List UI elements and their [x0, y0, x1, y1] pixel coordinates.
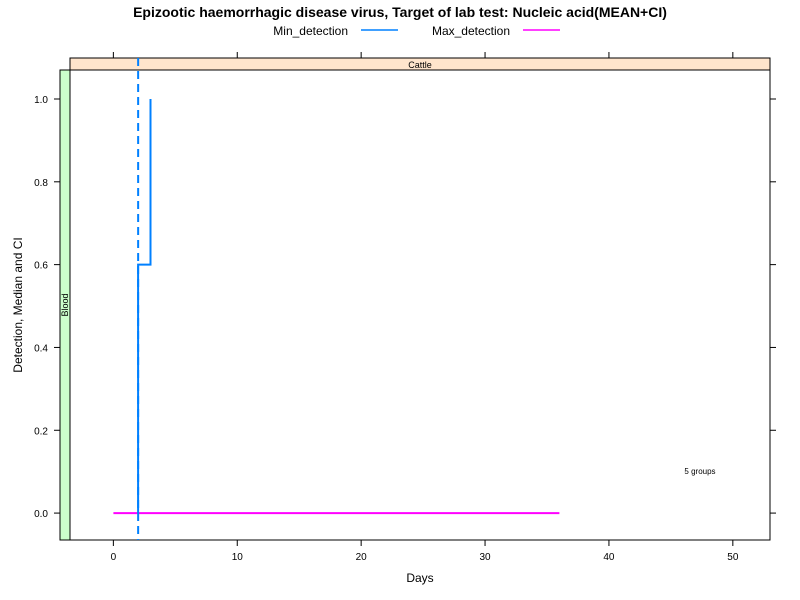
strip-top-label: Cattle	[408, 60, 432, 70]
y-tick-label: 0.4	[34, 343, 48, 354]
legend-label-min: Min_detection	[273, 24, 348, 38]
legend: Min_detection Max_detection	[273, 24, 560, 38]
chart-title: Epizootic haemorrhagic disease virus, Ta…	[133, 4, 667, 20]
groups-annotation: 5 groups	[684, 467, 715, 476]
x-tick-label: 20	[356, 552, 368, 563]
y-tick-label: 1.0	[34, 95, 48, 106]
x-tick-label: 0	[111, 552, 117, 563]
x-axis-label: Days	[406, 571, 433, 585]
series-layer	[113, 58, 560, 540]
legend-label-max: Max_detection	[432, 24, 510, 38]
y-tick-label: 0.6	[34, 261, 48, 272]
y-tick-label: 0.0	[34, 509, 48, 520]
strip-left-label: Blood	[60, 293, 70, 316]
x-tick-label: 50	[727, 552, 739, 563]
x-tick-label: 40	[603, 552, 615, 563]
y-tick-label: 0.8	[34, 178, 48, 189]
y-axis-label: Detection, Median and CI	[11, 237, 25, 372]
plot-panel	[69, 69, 771, 541]
x-axis: 0 10 20 30 40 50	[111, 52, 739, 563]
x-tick-label: 30	[479, 552, 491, 563]
y-tick-label: 0.2	[34, 426, 48, 437]
y-axis: 0.0 0.2 0.4 0.6 0.8 1.0	[34, 95, 776, 520]
x-tick-label: 10	[232, 552, 244, 563]
series-line-min-detection	[137, 99, 152, 514]
